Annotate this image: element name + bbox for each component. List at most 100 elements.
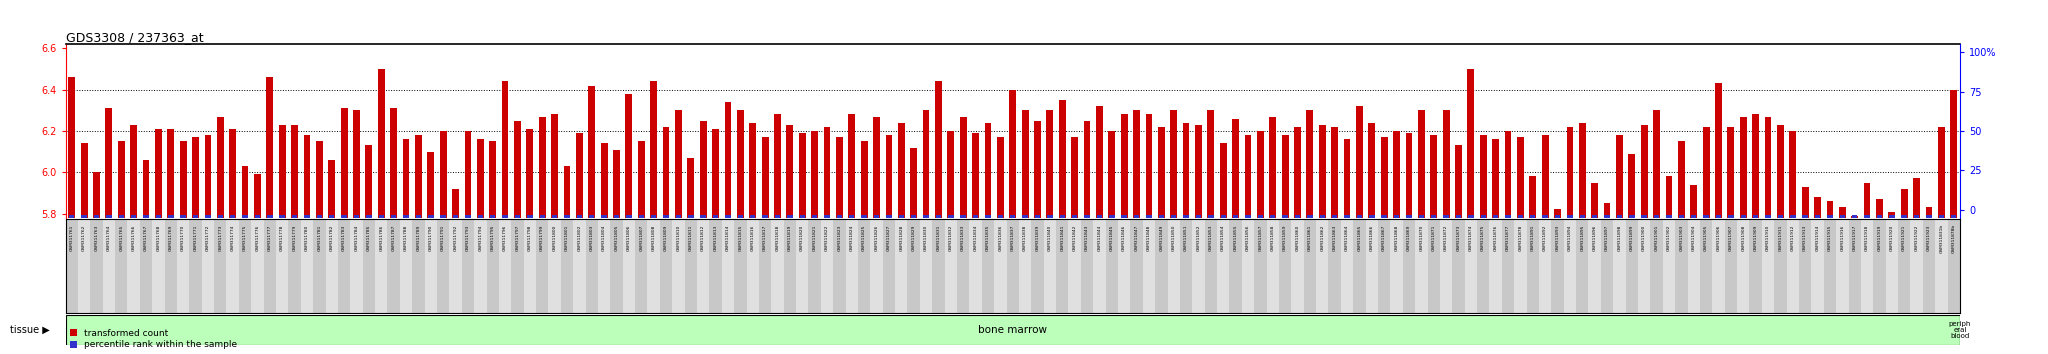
Text: GSM311872: GSM311872 (1444, 224, 1448, 251)
Bar (1501, 219, 1513, 313)
Bar (846, 219, 858, 313)
Bar (1591, 183, 1597, 218)
Text: GSM311779: GSM311779 (293, 224, 297, 251)
Text: GSM311793: GSM311793 (467, 224, 469, 251)
Bar (625, 94, 633, 218)
Bar (1407, 215, 1411, 218)
Bar (1266, 219, 1278, 313)
Bar (1786, 219, 1798, 313)
Bar (539, 116, 545, 218)
Bar (1851, 215, 1858, 218)
Bar (1638, 219, 1651, 313)
Text: GSM311845: GSM311845 (1110, 224, 1114, 251)
Bar (623, 219, 635, 313)
Bar (1006, 219, 1020, 313)
Bar (924, 110, 930, 218)
Bar (1538, 219, 1550, 313)
Bar (874, 215, 879, 218)
Bar (1356, 106, 1362, 218)
Bar (1427, 219, 1440, 313)
Bar (1057, 219, 1069, 313)
Bar (1526, 219, 1538, 313)
Bar (1925, 207, 1933, 218)
Bar (1120, 114, 1128, 218)
Bar (907, 219, 920, 313)
Bar (537, 219, 549, 313)
Text: GSM311773: GSM311773 (219, 224, 223, 251)
Text: GSM311898: GSM311898 (1618, 224, 1622, 251)
Bar (799, 133, 805, 218)
Bar (367, 215, 371, 218)
Text: GSM311903: GSM311903 (1679, 224, 1683, 251)
Bar (1047, 110, 1053, 218)
Bar (1690, 185, 1698, 218)
Bar (1700, 219, 1712, 313)
Bar (1069, 219, 1081, 313)
Text: GSM311848: GSM311848 (1147, 224, 1151, 251)
Bar (551, 215, 557, 218)
Bar (1196, 125, 1202, 218)
Text: GSM311774: GSM311774 (231, 224, 236, 251)
Bar (1341, 219, 1354, 313)
Bar (1530, 176, 1536, 218)
Bar (1802, 215, 1808, 218)
Bar (1837, 219, 1849, 313)
Bar (436, 219, 449, 313)
Bar (1319, 215, 1325, 218)
Bar (352, 110, 360, 218)
Bar (1802, 187, 1808, 218)
Bar (1343, 139, 1350, 218)
Text: GSM311858: GSM311858 (1270, 224, 1274, 251)
Bar (651, 81, 657, 218)
Bar (1602, 219, 1614, 313)
Text: GSM311802: GSM311802 (578, 224, 582, 251)
Text: GSM311813: GSM311813 (713, 224, 717, 251)
Text: GSM311922: GSM311922 (1915, 224, 1919, 251)
Bar (1493, 139, 1499, 218)
Text: GSM311785: GSM311785 (367, 224, 371, 251)
Bar (858, 219, 870, 313)
Bar (676, 215, 682, 218)
Bar (1589, 219, 1602, 313)
Bar (883, 219, 895, 313)
Bar (240, 219, 252, 313)
Text: bone marrow: bone marrow (979, 325, 1047, 335)
Text: GSM311809: GSM311809 (664, 224, 668, 251)
Bar (1714, 84, 1722, 218)
Bar (90, 219, 102, 313)
Bar (1876, 199, 1882, 218)
Bar (1096, 106, 1102, 218)
Bar (1440, 219, 1452, 313)
Bar (1712, 219, 1724, 313)
Bar (862, 215, 866, 218)
Bar (1749, 219, 1761, 313)
Bar (961, 116, 967, 218)
Bar (1204, 219, 1217, 313)
Bar (1180, 219, 1192, 313)
Text: GSM311814: GSM311814 (725, 224, 729, 251)
Bar (354, 215, 358, 218)
Bar (1948, 219, 1960, 313)
Bar (291, 125, 299, 218)
Bar (1913, 178, 1921, 218)
Bar (539, 215, 545, 218)
Bar (993, 219, 1006, 313)
Bar (627, 215, 631, 218)
Bar (948, 215, 954, 218)
Bar (1468, 215, 1475, 218)
Bar (797, 219, 809, 313)
Bar (1391, 219, 1403, 313)
Bar (956, 219, 969, 313)
Text: GSM311805: GSM311805 (614, 224, 618, 251)
Bar (1169, 110, 1178, 218)
Bar (733, 219, 748, 313)
Bar (1716, 215, 1720, 218)
Bar (713, 129, 719, 218)
Bar (465, 131, 471, 218)
Bar (340, 108, 348, 218)
Bar (104, 108, 113, 218)
Bar (1118, 219, 1130, 313)
Text: GSM311915: GSM311915 (1829, 224, 1831, 251)
Bar (403, 215, 410, 218)
Bar (1442, 110, 1450, 218)
